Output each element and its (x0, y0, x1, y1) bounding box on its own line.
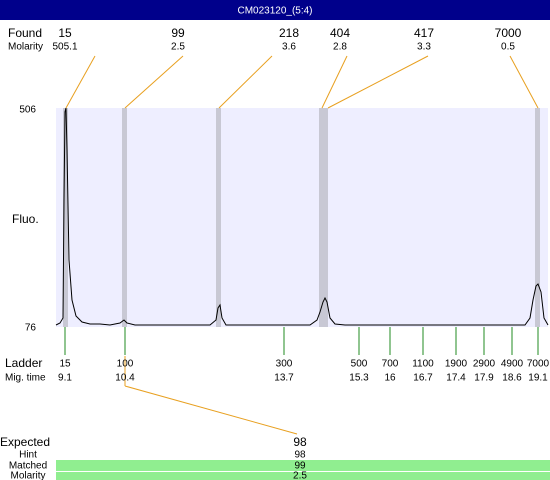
y-max-label: 506 (19, 105, 36, 116)
expected-molarity-value: 2.5 (293, 471, 307, 480)
found-size: 417 (414, 26, 434, 40)
y-axis-label: Fluo. (12, 212, 39, 226)
found-molarity: 3.3 (417, 42, 431, 53)
hint-label: Hint (19, 450, 37, 461)
matched-bar (56, 460, 550, 471)
ladder-time: 19.1 (528, 373, 548, 384)
ladder-time: 16 (384, 373, 396, 384)
found-molarity: 3.6 (282, 42, 296, 53)
ladder-time: 10.4 (115, 373, 135, 384)
trace (55, 107, 549, 326)
ladder-size: 7000 (527, 359, 550, 370)
found-size: 218 (279, 26, 299, 40)
peak-bands (63, 108, 540, 327)
ladder-time: 17.4 (446, 373, 466, 384)
mig-time-label: Mig. time (5, 373, 46, 384)
ladder-time: 13.7 (274, 373, 294, 384)
ladder-label: Ladder (5, 356, 42, 370)
molarity-label: Molarity (8, 42, 43, 53)
matched-value: 99 (294, 461, 306, 472)
title: CM023120_(5:4) (237, 6, 312, 17)
ladder-size: 700 (382, 359, 399, 370)
expected-value: 98 (293, 435, 307, 449)
found-molarity: 505.1 (52, 42, 77, 53)
found-size: 99 (171, 26, 185, 40)
ladder-time: 15.3 (349, 373, 369, 384)
ladder-size: 2900 (473, 359, 496, 370)
ladder-time: 16.7 (413, 373, 433, 384)
found-molarity: 2.8 (333, 42, 347, 53)
ladder-time: 9.1 (58, 373, 72, 384)
matched-label: Matched (9, 461, 47, 472)
ladder-size: 15 (59, 359, 71, 370)
ladder-size: 4900 (501, 359, 524, 370)
expected-molarity-label: Molarity (10, 471, 45, 480)
y-min-label: 76 (25, 323, 37, 334)
found-size: 404 (330, 26, 350, 40)
ladder-size: 1100 (412, 359, 434, 370)
expected-label: Expected (0, 435, 50, 449)
ladder-size: 100 (117, 359, 134, 370)
ladder-time: 18.6 (502, 373, 522, 384)
hint-value: 98 (294, 450, 306, 461)
plot-area (56, 108, 548, 327)
found-leaders (65, 55, 539, 435)
ladder-time: 17.9 (474, 373, 494, 384)
found-size: 7000 (495, 26, 522, 40)
molarity-bar (56, 472, 550, 480)
ladder-size: 300 (276, 359, 293, 370)
title-bar (0, 0, 550, 20)
found-size: 15 (58, 26, 72, 40)
found-molarity: 0.5 (501, 42, 515, 53)
ladder-size: 500 (351, 359, 368, 370)
found-molarity: 2.5 (171, 42, 185, 53)
found-label: Found (8, 26, 42, 40)
ladder-size: 1900 (445, 359, 468, 370)
